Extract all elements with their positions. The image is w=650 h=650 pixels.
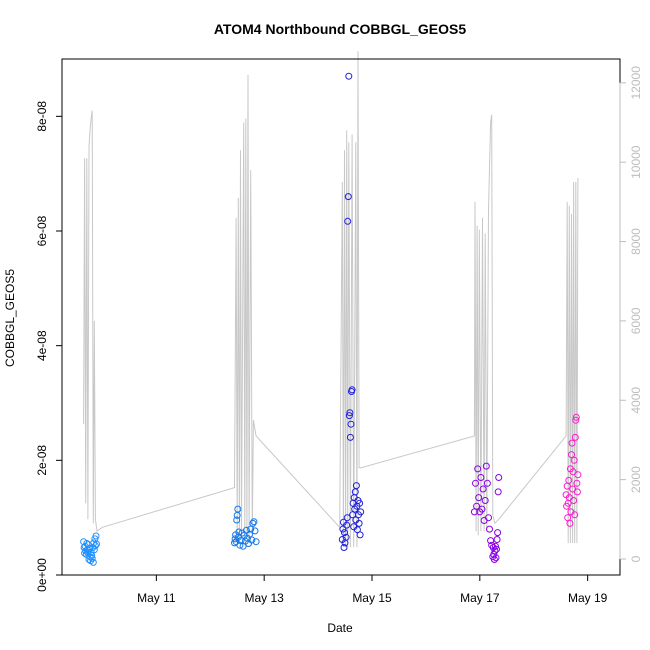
data-point [492,542,499,550]
data-point [93,540,100,548]
data-point [340,544,348,551]
y2-tick-label: 6000 [629,307,643,334]
data-point [568,439,576,447]
data-point [486,525,493,533]
data-point [249,519,257,527]
y-tick-label: 2e-08 [35,445,49,476]
data-point [572,413,580,421]
data-point [487,537,495,545]
data-point [344,193,352,201]
x-tick-label: May 13 [244,591,284,605]
axes-layer: May 11 May 13 May 15 May 17 May 19 0e+00 2e-08… [35,66,643,605]
data-point [495,474,503,481]
data-point [346,433,354,441]
data-point [346,409,354,417]
y2-tick-label: 0 [629,555,643,562]
data-point [571,511,579,519]
data-point [91,542,99,550]
y2-tick-label: 8000 [629,228,643,255]
x-tick-label: May 19 [568,591,608,605]
data-point [573,479,581,487]
y-tick-label: 0e+00 [35,558,49,592]
y2-tick-label: 4000 [629,387,643,414]
data-point [473,502,481,510]
data-point [251,527,259,535]
data-point [89,558,97,566]
data-point [86,545,93,553]
data-point [347,420,355,428]
data-point [574,471,582,479]
x-tick-label: May 15 [352,591,392,605]
data-point [474,465,482,473]
data-point [493,536,501,543]
data-point [357,508,365,516]
data-point [493,545,500,553]
data-point [235,528,243,536]
data-point [565,476,573,484]
data-point [485,514,492,522]
data-point [236,541,244,549]
data-point [481,497,489,504]
data-point [233,516,241,524]
data-point [355,519,363,527]
data-point [345,412,353,420]
data-point [343,514,351,522]
y2-tick-label: 2000 [629,466,643,493]
data-point [472,479,479,487]
data-point [342,533,350,541]
data-point [250,518,258,526]
chart-title: ATOM4 Northbound COBBGL_GEOS5 [214,21,466,37]
y-tick-label: 6e-08 [35,215,49,246]
data-point [88,554,96,562]
data-point [479,485,487,493]
data-point [244,534,251,542]
data-point [344,217,352,225]
x-tick-label: May 17 [460,591,500,605]
data-point [475,494,483,502]
data-point [477,474,485,481]
y-tick-label: 4e-08 [35,330,49,361]
data-point [483,479,491,487]
y-tick-label: 8e-08 [35,101,49,132]
data-point [348,386,356,394]
data-point [494,529,502,537]
data-point [356,531,364,539]
data-point [90,546,98,554]
data-point [86,553,94,561]
y2-tick-label: 12000 [629,66,643,100]
data-point [492,554,500,562]
data-point [568,451,575,459]
data-point [352,482,360,490]
data-point [571,433,579,441]
data-point [343,521,351,529]
data-point [345,72,353,80]
data-point [482,462,490,470]
y-axis-label: COBBGL_GEOS5 [3,269,17,367]
data-point [252,538,260,546]
data-point [573,488,581,496]
data-point [356,499,364,507]
data-point [341,529,348,537]
altitude-line [83,51,579,548]
x-tick-label: May 11 [137,591,176,605]
data-point [570,456,578,464]
data-point [234,505,242,513]
data-point [572,416,580,424]
altitude-line-layer [83,51,579,548]
data-point [566,519,574,527]
data-point [478,505,486,513]
data-point [491,547,499,555]
data-point [494,488,502,496]
x-axis-label: Date [327,621,353,635]
data-point [570,497,578,504]
data-point [92,532,100,540]
data-point [88,552,96,559]
y2-tick-label: 10000 [629,145,643,179]
scatter-points-layer [80,72,582,566]
data-point [490,556,498,563]
data-point [248,536,256,544]
data-point [339,525,347,533]
